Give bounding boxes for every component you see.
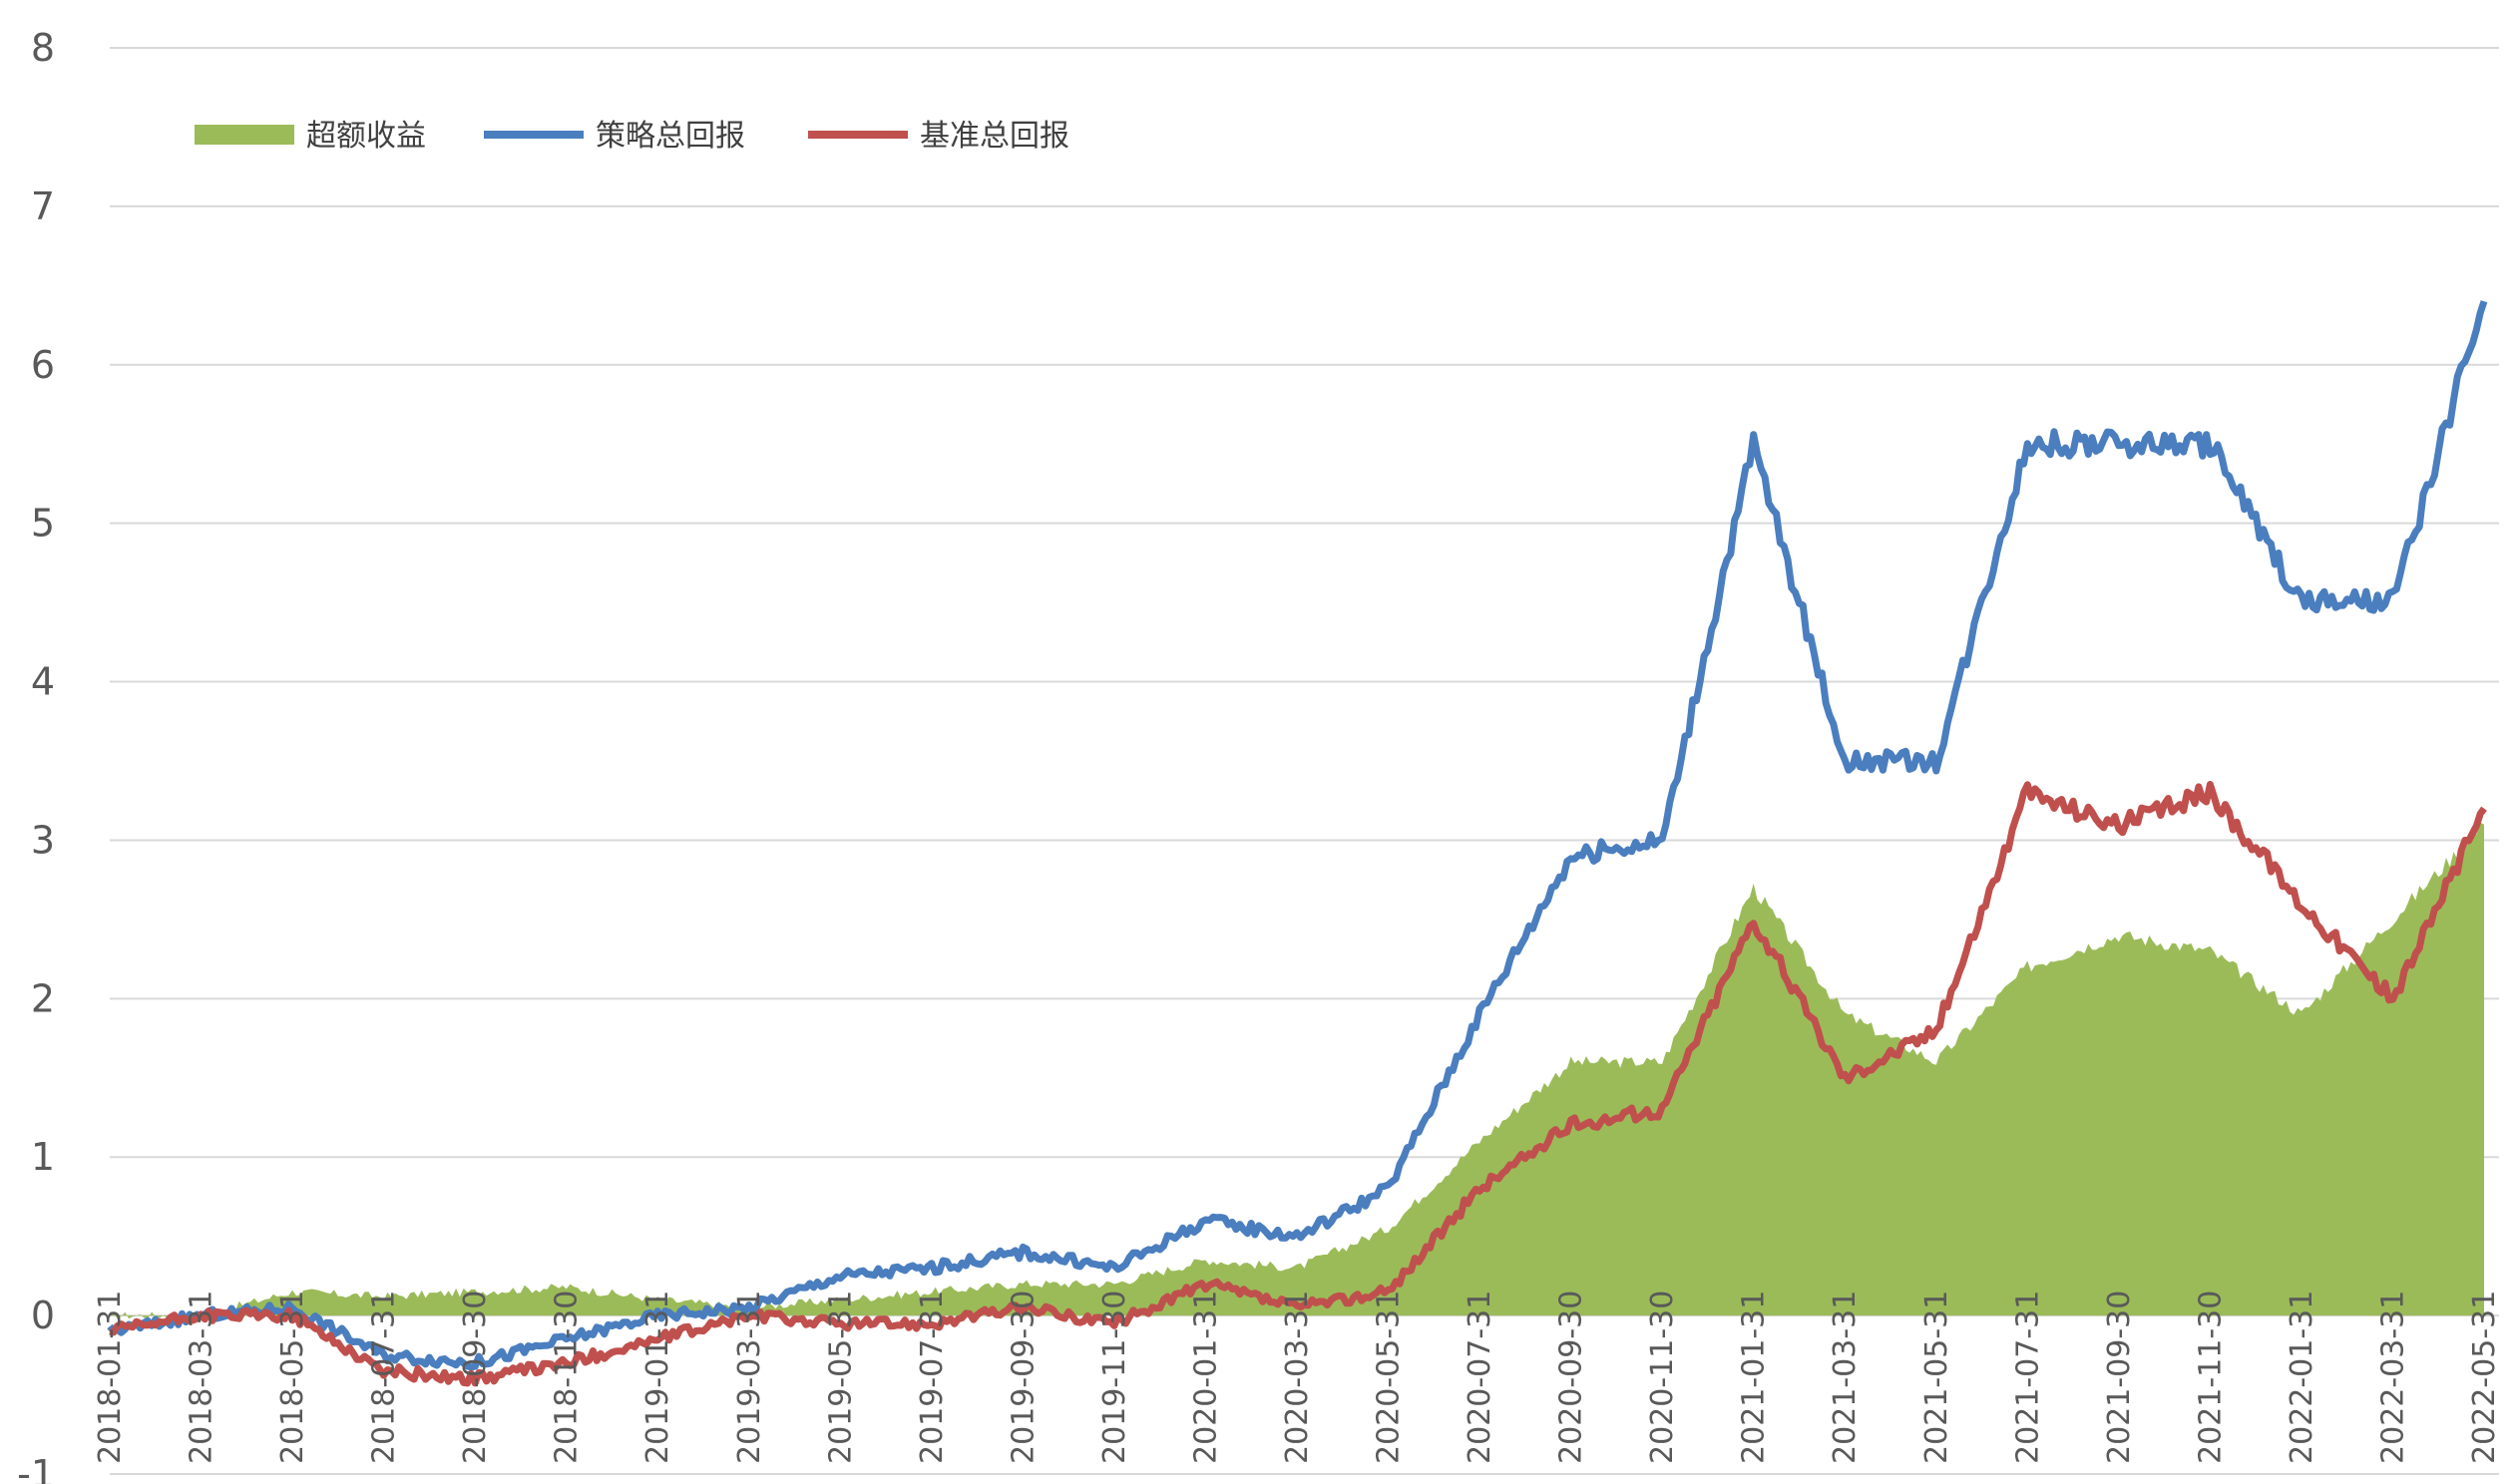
x-tick-label: 2021-11-30 (2193, 1291, 2228, 1464)
y-tick-label: 3 (31, 818, 55, 862)
x-tick-label: 2022-05-31 (2467, 1291, 2502, 1464)
legend-label: 超额收益 (306, 119, 426, 154)
x-tick-label: 2019-03-31 (732, 1291, 767, 1464)
series-area-excess-return (110, 822, 2484, 1320)
x-tick-label: 2020-11-30 (1645, 1291, 1680, 1464)
x-tick-label: 2018-03-31 (185, 1291, 219, 1464)
y-tick-label: 5 (31, 502, 55, 546)
y-tick-label: 2 (31, 976, 55, 1020)
x-tick-label: 2020-05-31 (1372, 1291, 1407, 1464)
x-axis-tick-labels: 2018-01-31 2018-03-31 2018-05-31 2018-07-31… (93, 1291, 2502, 1464)
x-tick-label: 2020-01-31 (1188, 1291, 1223, 1464)
x-tick-label: 2021-09-30 (2102, 1291, 2137, 1464)
x-tick-label: 2020-07-31 (1463, 1291, 1497, 1464)
x-tick-label: 2021-07-31 (2010, 1291, 2045, 1464)
y-tick-label: 1 (31, 1135, 55, 1179)
legend-label: 策略总回报 (596, 119, 745, 154)
y-tick-label: 8 (31, 26, 55, 70)
x-tick-label: 2019-07-31 (915, 1291, 950, 1464)
x-tick-label: 2018-11-30 (550, 1291, 585, 1464)
x-tick-label: 2022-03-31 (2375, 1291, 2410, 1464)
x-tick-label: 2019-01-31 (640, 1291, 675, 1464)
y-axis-tick-labels: -1 0 1 2 3 4 5 6 7 8 (17, 26, 55, 1484)
x-tick-label: 2021-01-31 (1737, 1291, 1772, 1464)
legend-swatch (195, 125, 294, 145)
y-tick-label: 7 (31, 185, 55, 228)
y-tick-label: 0 (31, 1294, 55, 1337)
x-tick-label: 2020-03-31 (1280, 1291, 1315, 1464)
series-area-layer (110, 822, 2484, 1320)
x-tick-label: 2018-01-31 (93, 1291, 128, 1464)
x-tick-label: 2019-09-30 (1006, 1291, 1041, 1464)
x-tick-label: 2022-01-31 (2285, 1291, 2319, 1464)
x-tick-label: 2021-05-31 (1919, 1291, 1954, 1464)
y-tick-label: 4 (31, 660, 55, 704)
y-tick-label: -1 (17, 1452, 55, 1484)
legend: 超额收益 策略总回报 基准总回报 (195, 119, 1069, 154)
series-line-benchmark (109, 781, 2487, 1387)
y-tick-label: 6 (31, 343, 55, 387)
series-line-layer (107, 300, 2488, 1387)
x-tick-label: 2018-09-30 (458, 1291, 493, 1464)
series-line-strategy (107, 300, 2488, 1371)
x-tick-label: 2019-11-30 (1097, 1291, 1132, 1464)
x-tick-label: 2021-03-31 (1828, 1291, 1863, 1464)
x-tick-label: 2020-09-30 (1554, 1291, 1589, 1464)
legend-label: 基准总回报 (920, 119, 1069, 154)
x-tick-label: 2019-05-31 (823, 1291, 858, 1464)
x-tick-label: 2018-07-31 (367, 1291, 402, 1464)
x-tick-label: 2018-05-31 (275, 1291, 310, 1464)
